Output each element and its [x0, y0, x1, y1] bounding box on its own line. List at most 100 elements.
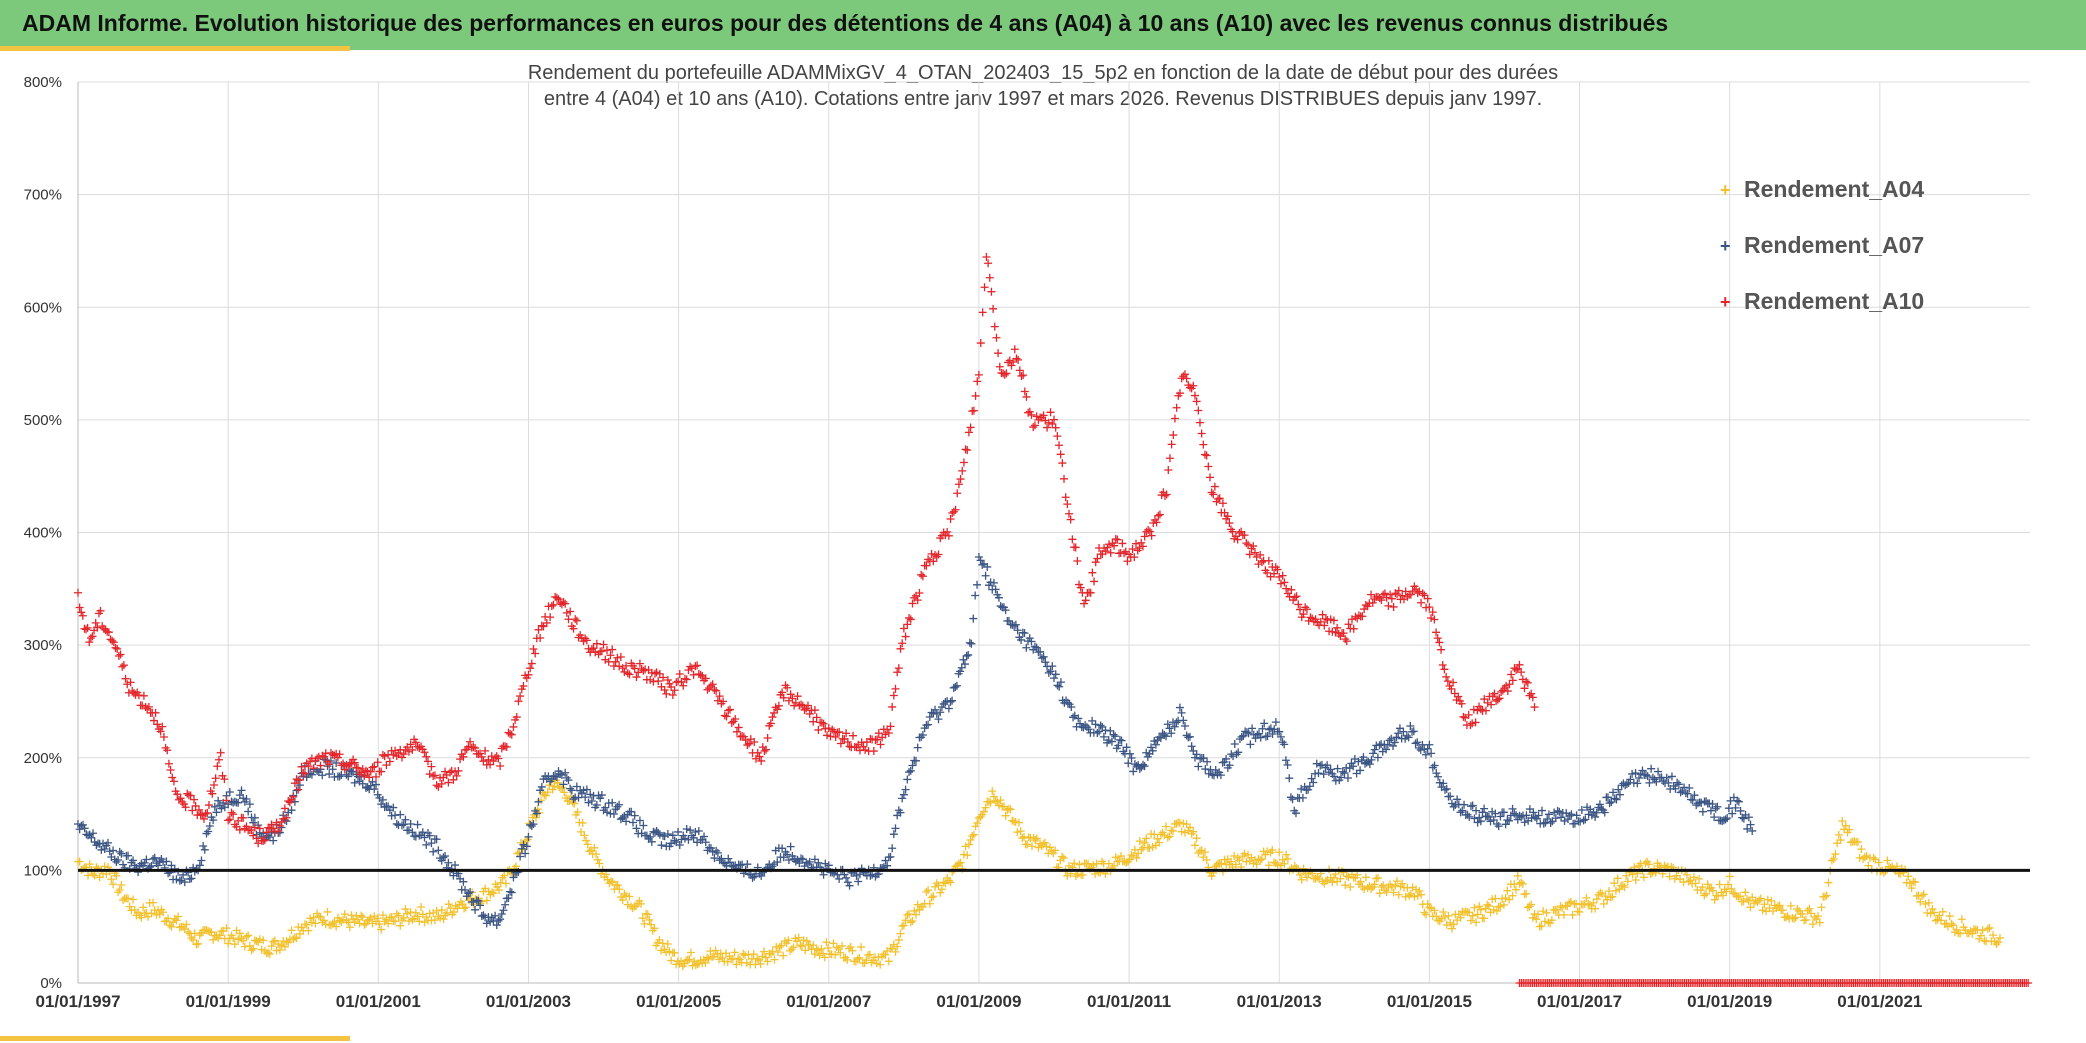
- data-point: [918, 731, 927, 740]
- data-point: [582, 636, 591, 645]
- data-point: [971, 391, 980, 400]
- data-point: [1496, 812, 1505, 821]
- data-point: [295, 929, 304, 938]
- data-point: [1318, 610, 1327, 619]
- data-point: [775, 943, 784, 952]
- data-point: [495, 886, 504, 895]
- data-point: [1263, 568, 1272, 577]
- data-point: [534, 797, 543, 806]
- data-point: [1398, 591, 1407, 600]
- data-point: [654, 677, 663, 686]
- data-point: [479, 757, 488, 766]
- data-point: [427, 762, 436, 771]
- data-point: [1200, 450, 1209, 459]
- data-point: [936, 708, 945, 717]
- data-point: [662, 689, 671, 698]
- data-point: [1339, 629, 1348, 638]
- data-point: [1172, 718, 1181, 727]
- data-point: [96, 606, 105, 615]
- data-point: [104, 628, 113, 637]
- data-point: [1676, 788, 1685, 797]
- data-point: [1916, 897, 1925, 906]
- data-point: [888, 702, 897, 711]
- data-point: [989, 792, 998, 801]
- data-point: [75, 857, 84, 866]
- data-point: [1290, 593, 1299, 602]
- data-point: [1225, 519, 1234, 528]
- data-point: [1145, 527, 1154, 536]
- data-point: [1323, 761, 1332, 770]
- data-point: [214, 796, 223, 805]
- data-point: [901, 916, 910, 925]
- data-point: [1976, 931, 1985, 940]
- data-point: [1417, 890, 1426, 899]
- data-point: [949, 507, 958, 516]
- data-point: [978, 308, 987, 317]
- data-point: [370, 785, 379, 794]
- data-point: [1268, 846, 1277, 855]
- data-point: [719, 858, 728, 867]
- data-point: [1447, 799, 1456, 808]
- data-point: [608, 645, 617, 654]
- data-point: [252, 937, 261, 946]
- data-point: [1202, 855, 1211, 864]
- data-point: [668, 831, 677, 840]
- data-point: [1346, 883, 1355, 892]
- data-point: [732, 960, 741, 969]
- data-point: [1435, 778, 1444, 787]
- data-point: [274, 827, 283, 836]
- data-point: [876, 740, 885, 749]
- data-point: [202, 926, 211, 935]
- data-point: [581, 793, 590, 802]
- data-point: [1273, 860, 1282, 869]
- data-point: [1591, 904, 1600, 913]
- x-tick-label: 01/01/2013: [1237, 992, 1322, 1011]
- data-point: [1329, 616, 1338, 625]
- data-point: [1834, 830, 1843, 839]
- data-point: [866, 871, 875, 880]
- data-point: [1741, 888, 1750, 897]
- data-point: [1508, 891, 1517, 900]
- data-point: [1682, 870, 1691, 879]
- data-point: [235, 929, 244, 938]
- data-point: [689, 833, 698, 842]
- data-point: [967, 639, 976, 648]
- data-point: [355, 770, 364, 779]
- data-point: [899, 790, 908, 799]
- data-point: [1437, 645, 1446, 654]
- data-point: [446, 904, 455, 913]
- data-point: [618, 896, 627, 905]
- data-point: [1256, 856, 1265, 865]
- data-point: [755, 752, 764, 761]
- data-point: [375, 920, 384, 929]
- data-point: [85, 638, 94, 647]
- data-point: [489, 757, 498, 766]
- data-point: [284, 797, 293, 806]
- data-point: [1437, 914, 1446, 923]
- data-point: [835, 727, 844, 736]
- data-point: [1055, 441, 1064, 450]
- data-point: [843, 738, 852, 747]
- data-point: [561, 599, 570, 608]
- data-point: [116, 650, 125, 659]
- data-point: [1713, 802, 1722, 811]
- data-point: [1278, 855, 1287, 864]
- data-point: [531, 813, 540, 822]
- data-point: [1589, 898, 1598, 907]
- data-point: [1111, 732, 1120, 741]
- data-point: [1344, 620, 1353, 629]
- data-point: [459, 877, 468, 886]
- data-point: [97, 845, 106, 854]
- data-point: [391, 917, 400, 926]
- data-point: [1037, 654, 1046, 663]
- data-point: [489, 889, 498, 898]
- data-point: [194, 939, 203, 948]
- data-point: [1613, 874, 1622, 883]
- data-point: [208, 789, 217, 798]
- data-point: [1373, 873, 1382, 882]
- data-point: [980, 283, 989, 292]
- data-point: [430, 771, 439, 780]
- data-point: [786, 946, 795, 955]
- data-point: [117, 849, 126, 858]
- data-point: [360, 771, 369, 780]
